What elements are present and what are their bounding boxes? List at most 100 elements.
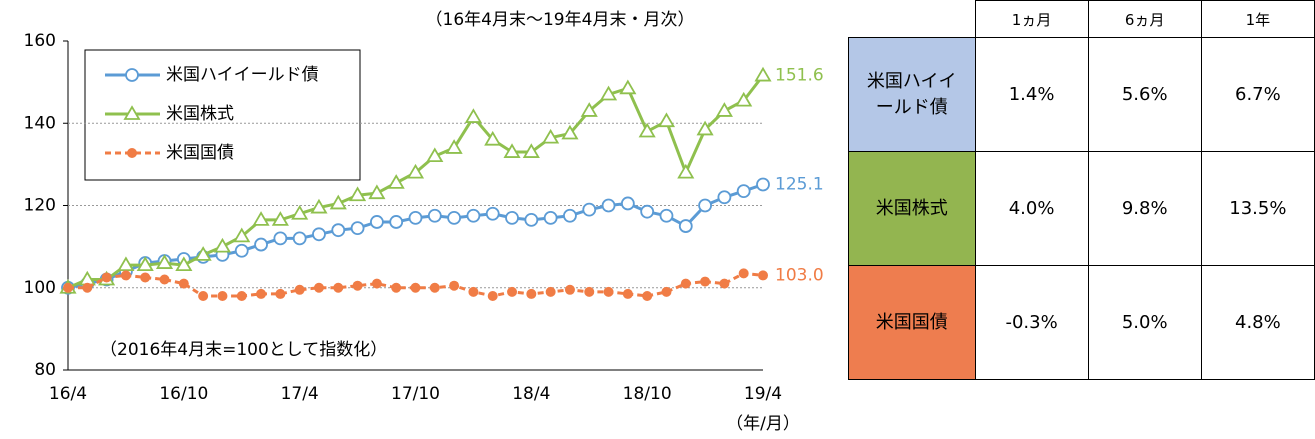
marker	[640, 204, 655, 219]
table-row: 米国株式 4.0% 9.8% 13.5%	[848, 151, 1315, 266]
marker	[252, 211, 270, 226]
marker	[406, 163, 425, 179]
legend-label: 米国国債	[166, 143, 234, 163]
marker	[291, 204, 309, 220]
marker	[427, 208, 442, 223]
marker	[256, 288, 267, 299]
marker	[391, 282, 402, 293]
marker	[387, 174, 405, 189]
marker	[756, 177, 770, 192]
marker	[410, 282, 421, 293]
value-cell: 9.8%	[1087, 151, 1202, 266]
legend-label: 米国株式	[166, 104, 234, 124]
marker	[349, 186, 367, 202]
marker	[233, 227, 251, 243]
marker	[487, 290, 498, 301]
marker	[522, 143, 540, 158]
marker	[584, 286, 595, 297]
blank-cell	[849, 1, 976, 38]
marker	[429, 282, 440, 293]
chart-subtitle: （16年4月末～19年4月末・月次）	[426, 10, 695, 30]
header-row: 1ヵ月 6ヵ月 1年	[849, 0, 1315, 38]
marker	[507, 286, 518, 297]
marker	[159, 274, 170, 285]
marker	[464, 108, 482, 123]
marker	[368, 184, 386, 200]
marker	[620, 196, 635, 211]
x-tick-label: 19/4	[744, 384, 782, 404]
value-cell: 5.6%	[1087, 37, 1202, 152]
marker	[333, 282, 344, 293]
value-cell: 5.0%	[1087, 265, 1202, 380]
marker	[140, 272, 151, 283]
marker	[234, 243, 249, 258]
marker	[329, 194, 347, 210]
marker	[754, 66, 772, 82]
marker	[735, 91, 753, 107]
marker	[194, 246, 212, 261]
marker	[700, 276, 711, 287]
marker	[503, 143, 521, 158]
header-cell: 6ヵ月	[1087, 0, 1202, 38]
marker	[82, 282, 93, 293]
x-tick-label: 16/10	[159, 384, 208, 404]
x-tick-label: 16/4	[49, 384, 87, 404]
y-tick-label: 80	[34, 360, 56, 380]
y-tick-label: 160	[24, 31, 56, 51]
row-name: 米国国債	[875, 311, 948, 333]
marker	[408, 210, 423, 225]
marker	[698, 198, 712, 213]
row-name: 米国株式	[875, 197, 948, 219]
marker	[543, 210, 558, 225]
marker	[638, 122, 656, 138]
marker	[564, 284, 575, 295]
x-unit: （年/月）	[726, 414, 800, 434]
marker	[466, 208, 481, 223]
marker	[717, 190, 732, 205]
marker	[254, 237, 268, 252]
marker	[271, 211, 289, 226]
marker	[369, 215, 384, 229]
marker	[524, 212, 539, 227]
series-line	[67, 183, 764, 290]
legend-marker	[123, 105, 141, 120]
chart: （16年4月末～19年4月末・月次） （2016年4月末=100として指数化） …	[24, 10, 824, 434]
marker	[175, 256, 193, 272]
marker	[484, 130, 502, 146]
x-tick-label: 17/4	[281, 384, 319, 404]
marker	[677, 163, 695, 179]
marker	[292, 231, 307, 246]
marker	[313, 282, 324, 293]
marker	[580, 102, 598, 117]
marker	[352, 280, 363, 291]
annotation: （2016年4月末=100として指数化）	[100, 340, 387, 360]
value-cell: 4.0%	[974, 151, 1089, 266]
marker	[310, 198, 328, 214]
marker	[136, 256, 154, 272]
marker	[426, 147, 444, 163]
marker	[198, 290, 209, 301]
row-name-cell: 米国ハイイールド債	[848, 37, 976, 152]
row-name-cell: 米国国債	[848, 265, 976, 380]
marker	[120, 270, 131, 281]
marker	[275, 288, 286, 299]
marker	[542, 128, 560, 144]
end-label: 125.1	[775, 175, 824, 195]
marker	[155, 254, 174, 269]
value-cell: 6.7%	[1200, 37, 1315, 152]
marker	[599, 85, 618, 101]
marker	[545, 286, 556, 297]
header-cell: 1ヵ月	[974, 0, 1089, 38]
marker	[601, 198, 616, 213]
marker	[468, 286, 479, 297]
marker	[526, 288, 537, 299]
row-name: 米国ハイイールド債	[866, 70, 957, 118]
marker	[445, 139, 463, 154]
marker	[642, 290, 653, 301]
marker	[561, 124, 579, 140]
marker	[485, 206, 500, 221]
marker	[736, 184, 751, 199]
marker	[101, 272, 112, 283]
marker	[449, 280, 460, 291]
